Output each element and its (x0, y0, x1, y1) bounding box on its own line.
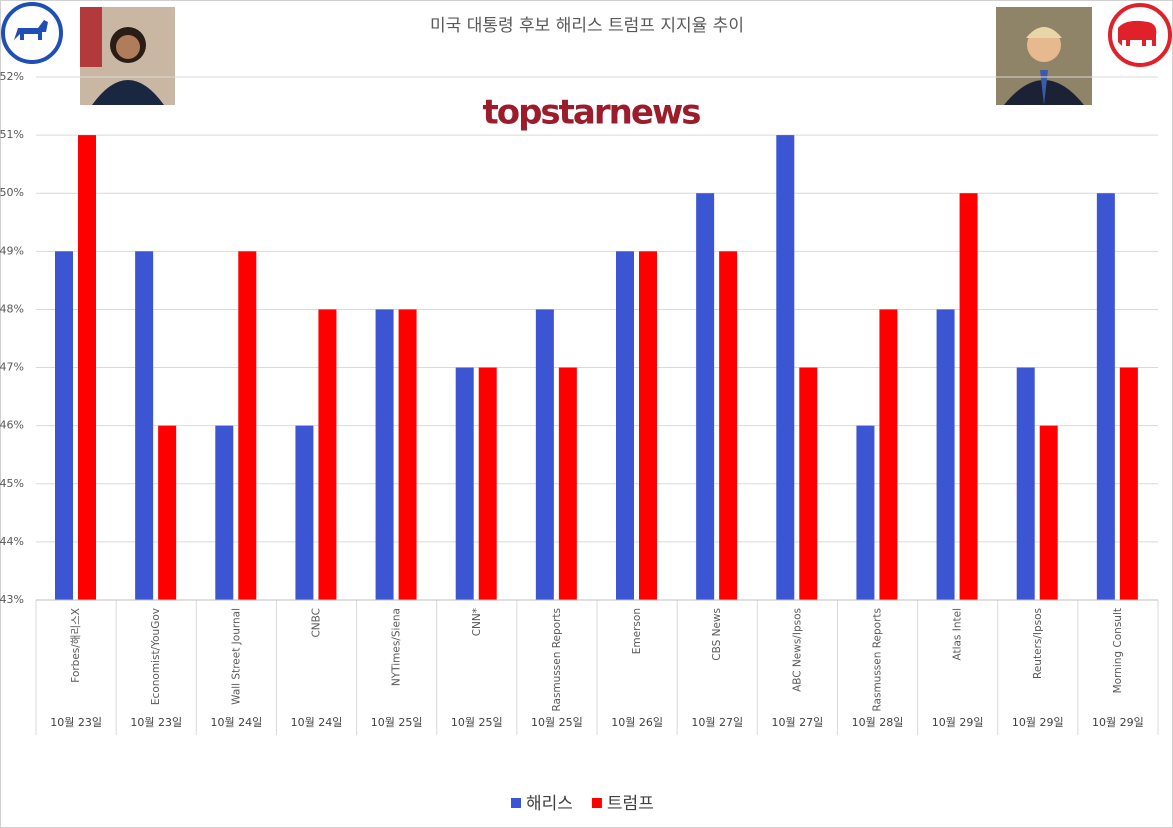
x-tick-label: Rasmussen Reports (872, 608, 884, 712)
y-tick-label: 48% (0, 302, 24, 315)
legend-swatch (591, 798, 602, 808)
date-label: 10월 26일 (611, 715, 663, 729)
bar (55, 251, 74, 601)
bar (616, 251, 635, 601)
trump-photo (996, 7, 1092, 105)
bar (215, 425, 234, 600)
bar (936, 309, 955, 600)
bar (535, 309, 554, 600)
bar (478, 367, 497, 600)
date-label: 10월 23일 (50, 715, 102, 729)
bar (238, 251, 257, 601)
bar (639, 251, 658, 601)
bar (375, 309, 394, 600)
date-label: 10월 23일 (130, 715, 182, 729)
bar (318, 309, 337, 600)
bar (455, 367, 474, 600)
date-label: 10월 29일 (932, 715, 984, 729)
y-tick-label: 45% (0, 477, 24, 490)
legend-swatch (511, 798, 521, 808)
bar (799, 367, 818, 600)
watermark: topstarnews (482, 93, 700, 133)
x-tick-label: Economist/YouGov (150, 608, 162, 705)
bar (295, 425, 314, 600)
date-label: 10월 27일 (771, 715, 823, 729)
date-label: 10월 29일 (1092, 715, 1144, 729)
x-tick-label: CNN* (471, 608, 483, 636)
y-tick-label: 47% (0, 361, 24, 374)
date-label: 10월 25일 (371, 715, 423, 729)
bar (1039, 425, 1058, 600)
date-label: 10월 28일 (852, 715, 904, 729)
y-tick-label: 51% (0, 128, 24, 141)
date-label: 10월 25일 (531, 715, 583, 729)
legend-label: 트럼프 (607, 794, 654, 814)
bar (558, 367, 577, 600)
bar (135, 251, 154, 601)
date-label: 10월 29일 (1012, 715, 1064, 729)
harris-photo (80, 7, 175, 105)
bar (696, 193, 715, 600)
bar (879, 309, 898, 600)
y-tick-label: 46% (0, 419, 24, 432)
x-tick-label: CNBC (311, 608, 323, 638)
y-tick-label: 49% (0, 244, 24, 257)
x-tick-label: Wall Street Journal (230, 608, 242, 705)
bar (1119, 367, 1138, 600)
x-tick-label: Atlas Intel (952, 608, 964, 661)
bar (158, 425, 177, 600)
y-tick-label: 52% (0, 70, 24, 83)
x-tick-label: ABC News/Ipsos (791, 608, 803, 692)
bar (398, 309, 417, 600)
bar (1096, 193, 1115, 600)
bar (856, 425, 875, 600)
x-tick-label: Emerson (631, 608, 643, 654)
y-tick-label: 43% (0, 593, 24, 606)
x-tick-label: Rasmussen Reports (551, 608, 563, 712)
date-label: 10월 24일 (291, 715, 343, 729)
bar (776, 135, 795, 600)
x-tick-label: Reuters/Ipsos (1032, 608, 1044, 679)
y-tick-label: 44% (0, 535, 24, 548)
date-label: 10월 25일 (451, 715, 503, 729)
bar (959, 193, 978, 600)
republican-logo (1108, 3, 1172, 67)
bar (78, 135, 97, 600)
y-tick-label: 50% (0, 186, 24, 199)
chart-title: 미국 대통령 후보 해리스 트럼프 지지율 추이 (430, 16, 744, 36)
x-tick-label: NYTimes/Siena (391, 608, 403, 686)
democrat-logo (1, 2, 63, 64)
date-label: 10월 24일 (210, 715, 262, 729)
bar (1016, 367, 1035, 600)
date-label: 10월 27일 (691, 715, 743, 729)
x-tick-label: CBS News (711, 608, 723, 661)
legend-label: 해리스 (526, 794, 573, 814)
x-tick-label: Morning Consult (1112, 608, 1124, 693)
bar (719, 251, 738, 601)
x-tick-label: Forbes/해리스X (69, 608, 82, 683)
